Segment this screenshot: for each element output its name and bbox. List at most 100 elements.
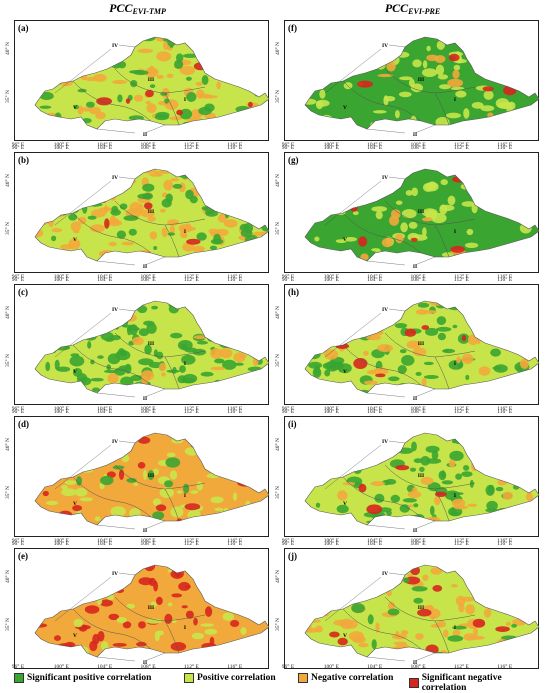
correlation-patch	[483, 90, 494, 100]
correlation-patch	[223, 507, 229, 519]
correlation-patch	[461, 201, 476, 207]
correlation-patch	[97, 310, 104, 318]
correlation-patch	[209, 245, 218, 251]
x-tick-label: 112° E	[453, 664, 469, 670]
correlation-patch	[480, 178, 492, 186]
correlation-patch	[56, 118, 67, 122]
correlation-patch	[184, 503, 201, 511]
x-tick-label: 100° E	[323, 145, 339, 151]
correlation-patch	[501, 465, 513, 470]
basin-outline	[34, 168, 270, 262]
correlation-patch	[198, 93, 213, 99]
correlation-patch	[501, 447, 513, 456]
correlation-patch	[412, 59, 422, 68]
correlation-patch	[430, 615, 436, 620]
panel-label: (c)	[18, 287, 28, 297]
correlation-patch	[490, 601, 497, 609]
correlation-patch	[35, 485, 39, 490]
correlation-patch	[226, 522, 237, 525]
correlation-patch	[122, 314, 137, 322]
correlation-patch	[125, 98, 131, 104]
correlation-patch	[210, 238, 224, 245]
correlation-patch	[233, 352, 246, 363]
correlation-patch	[79, 44, 88, 55]
correlation-patch	[73, 618, 84, 628]
correlation-patch	[325, 645, 339, 655]
correlation-patch	[513, 479, 522, 485]
correlation-patch	[91, 329, 100, 336]
correlation-patch	[56, 175, 65, 186]
correlation-patch	[403, 577, 410, 583]
correlation-patch	[498, 332, 511, 344]
correlation-patch	[362, 310, 370, 317]
correlation-patch	[220, 569, 230, 573]
panel-label: (i)	[288, 419, 297, 429]
column-title-right-main: PCC	[384, 1, 409, 15]
correlation-patch	[315, 451, 321, 462]
correlation-patch	[507, 384, 514, 388]
leader-line	[414, 256, 436, 266]
correlation-patch	[421, 377, 427, 388]
correlation-patch	[368, 456, 374, 462]
correlation-patch	[109, 218, 120, 225]
correlation-patch	[366, 520, 379, 524]
correlation-patch	[347, 583, 359, 587]
region-label: IV	[112, 571, 118, 577]
region-label: III	[418, 209, 424, 215]
correlation-patch	[337, 490, 348, 501]
x-tick-label: 104° E	[367, 145, 383, 151]
region-label: I	[184, 493, 186, 499]
correlation-patch	[503, 469, 519, 479]
x-tick-label: 104° E	[97, 145, 113, 151]
legend-item-sig-positive: Significant positive correlation	[14, 673, 151, 683]
correlation-patch	[195, 81, 203, 87]
correlation-patch	[455, 90, 467, 98]
correlation-patch	[242, 387, 249, 393]
panel-label: (f)	[288, 23, 297, 33]
correlation-patch	[408, 221, 418, 229]
correlation-patch	[45, 207, 55, 215]
correlation-patch	[342, 583, 348, 589]
correlation-patch	[395, 465, 410, 471]
correlation-patch	[393, 169, 406, 174]
correlation-patch	[204, 437, 212, 447]
region-label: I	[454, 625, 456, 631]
correlation-patch	[520, 74, 536, 79]
correlation-patch	[87, 435, 93, 444]
correlation-patch	[128, 228, 137, 236]
legend: Significant positive correlation Positiv…	[14, 673, 544, 693]
correlation-patch	[497, 465, 507, 469]
correlation-patch	[371, 248, 381, 252]
correlation-patch	[502, 491, 513, 500]
region-label: III	[418, 341, 424, 347]
correlation-patch	[93, 319, 103, 331]
x-tick-label: 116° E	[227, 541, 243, 547]
correlation-patch	[357, 80, 373, 88]
correlation-patch	[244, 450, 259, 455]
correlation-patch	[152, 511, 165, 520]
region-label: IV	[382, 439, 388, 445]
correlation-patch	[100, 57, 117, 65]
correlation-patch	[305, 480, 312, 491]
correlation-patch	[169, 116, 183, 121]
leader-line	[144, 652, 166, 662]
region-label: III	[148, 341, 154, 347]
correlation-patch	[259, 107, 265, 118]
correlation-patch	[335, 343, 350, 349]
correlation-patch	[534, 611, 539, 619]
correlation-patch	[65, 185, 75, 194]
correlation-patch	[503, 40, 517, 47]
correlation-patch	[310, 342, 320, 348]
correlation-patch	[471, 102, 484, 109]
correlation-patch	[186, 238, 201, 245]
correlation-patch	[199, 433, 207, 440]
region-label: IV	[382, 175, 388, 181]
correlation-patch	[407, 490, 422, 499]
correlation-patch	[35, 381, 52, 388]
correlation-patch	[87, 215, 97, 220]
subregion-boundary	[434, 488, 450, 522]
correlation-patch	[71, 301, 88, 306]
y-tick-label: 35° N	[5, 618, 11, 632]
x-tick-label: 104° E	[367, 409, 383, 415]
correlation-patch	[89, 307, 105, 313]
